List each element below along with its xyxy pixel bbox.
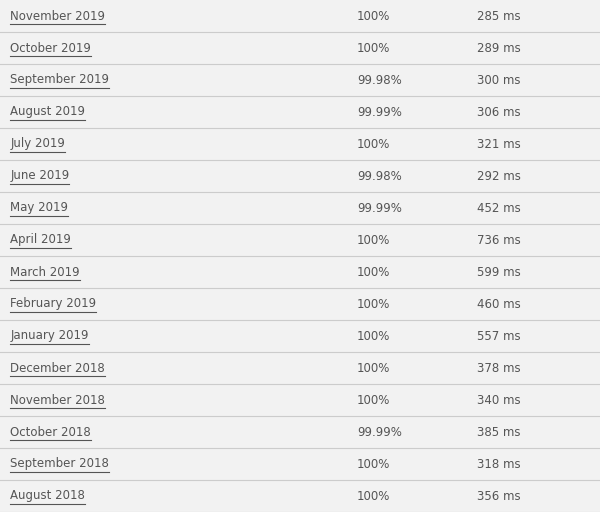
Text: 100%: 100% bbox=[357, 41, 391, 54]
Text: 100%: 100% bbox=[357, 361, 391, 374]
Bar bbox=[0, 384, 600, 416]
Text: September 2018: September 2018 bbox=[10, 458, 109, 471]
Bar bbox=[0, 352, 600, 384]
Bar bbox=[0, 480, 600, 512]
Text: May 2019: May 2019 bbox=[10, 202, 68, 215]
Text: 285 ms: 285 ms bbox=[477, 10, 521, 23]
Text: 340 ms: 340 ms bbox=[477, 394, 521, 407]
Text: August 2019: August 2019 bbox=[10, 105, 85, 118]
Text: November 2019: November 2019 bbox=[10, 10, 105, 23]
Bar bbox=[0, 256, 600, 288]
Text: 318 ms: 318 ms bbox=[477, 458, 521, 471]
Text: 292 ms: 292 ms bbox=[477, 169, 521, 182]
Text: March 2019: March 2019 bbox=[10, 266, 80, 279]
Text: 306 ms: 306 ms bbox=[477, 105, 521, 118]
Text: 100%: 100% bbox=[357, 138, 391, 151]
Text: 99.99%: 99.99% bbox=[357, 105, 402, 118]
Text: November 2018: November 2018 bbox=[10, 394, 105, 407]
Text: 100%: 100% bbox=[357, 458, 391, 471]
Bar bbox=[0, 128, 600, 160]
Bar bbox=[0, 160, 600, 192]
Text: 100%: 100% bbox=[357, 10, 391, 23]
Text: 100%: 100% bbox=[357, 297, 391, 310]
Text: 300 ms: 300 ms bbox=[477, 74, 521, 87]
Text: August 2018: August 2018 bbox=[10, 489, 85, 502]
Text: 385 ms: 385 ms bbox=[477, 425, 521, 438]
Text: 599 ms: 599 ms bbox=[477, 266, 521, 279]
Text: 557 ms: 557 ms bbox=[477, 330, 521, 343]
Bar bbox=[0, 224, 600, 256]
Bar bbox=[0, 416, 600, 448]
Text: 460 ms: 460 ms bbox=[477, 297, 521, 310]
Text: 100%: 100% bbox=[357, 266, 391, 279]
Text: 378 ms: 378 ms bbox=[477, 361, 521, 374]
Text: 100%: 100% bbox=[357, 330, 391, 343]
Text: 100%: 100% bbox=[357, 489, 391, 502]
Text: June 2019: June 2019 bbox=[10, 169, 70, 182]
Text: April 2019: April 2019 bbox=[10, 233, 71, 246]
Bar bbox=[0, 32, 600, 64]
Bar bbox=[0, 448, 600, 480]
Text: 321 ms: 321 ms bbox=[477, 138, 521, 151]
Text: September 2019: September 2019 bbox=[10, 74, 109, 87]
Text: 356 ms: 356 ms bbox=[477, 489, 521, 502]
Text: 99.98%: 99.98% bbox=[357, 74, 402, 87]
Bar bbox=[0, 64, 600, 96]
Text: January 2019: January 2019 bbox=[10, 330, 89, 343]
Text: 736 ms: 736 ms bbox=[477, 233, 521, 246]
Bar bbox=[0, 320, 600, 352]
Bar bbox=[0, 96, 600, 128]
Bar bbox=[0, 192, 600, 224]
Text: 100%: 100% bbox=[357, 233, 391, 246]
Text: 99.99%: 99.99% bbox=[357, 425, 402, 438]
Bar bbox=[0, 288, 600, 320]
Text: December 2018: December 2018 bbox=[10, 361, 105, 374]
Text: July 2019: July 2019 bbox=[10, 138, 65, 151]
Text: October 2018: October 2018 bbox=[10, 425, 91, 438]
Text: February 2019: February 2019 bbox=[10, 297, 97, 310]
Text: 452 ms: 452 ms bbox=[477, 202, 521, 215]
Text: 99.99%: 99.99% bbox=[357, 202, 402, 215]
Text: October 2019: October 2019 bbox=[10, 41, 91, 54]
Bar bbox=[0, 0, 600, 32]
Text: 99.98%: 99.98% bbox=[357, 169, 402, 182]
Text: 100%: 100% bbox=[357, 394, 391, 407]
Text: 289 ms: 289 ms bbox=[477, 41, 521, 54]
